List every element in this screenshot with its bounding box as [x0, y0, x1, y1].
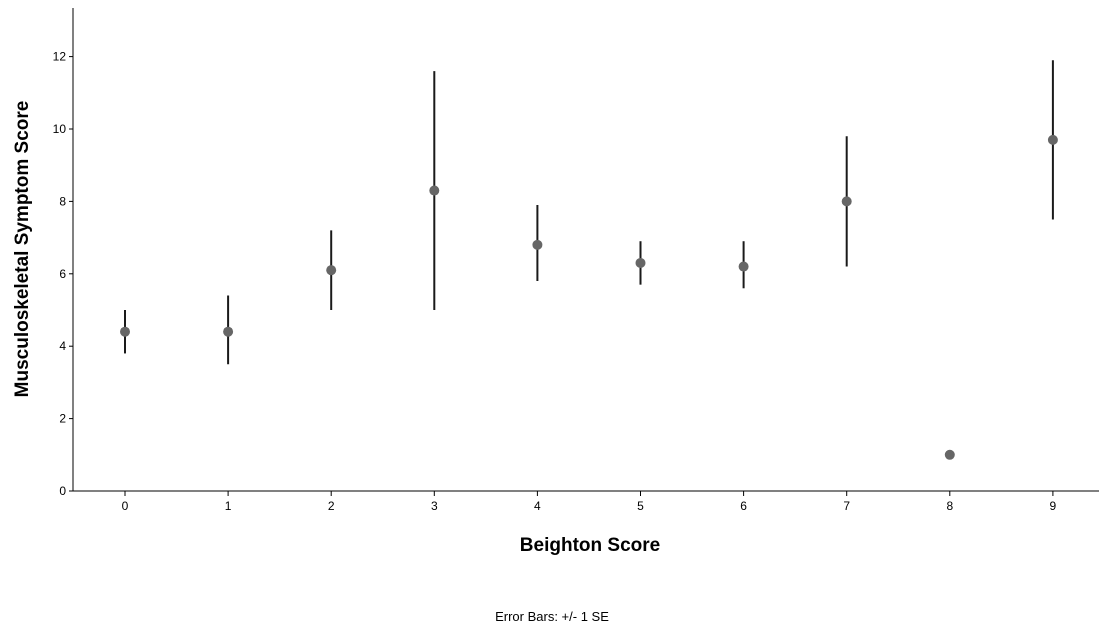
x-tick-label: 3 [431, 499, 438, 513]
data-point [223, 326, 234, 337]
data-point [738, 261, 749, 272]
y-tick-label: 4 [59, 339, 66, 353]
error-bars [124, 60, 1054, 365]
data-points [120, 134, 1058, 460]
x-tick-label: 0 [122, 499, 129, 513]
y-tick-label: 12 [53, 50, 67, 64]
y-tick-label: 8 [59, 194, 66, 208]
y-axis-title: Musculoskeletal Symptom Score [12, 101, 33, 398]
data-point [841, 196, 852, 207]
x-tick-label: 9 [1050, 499, 1057, 513]
y-tick-label: 6 [59, 267, 66, 281]
x-axis-title: Beighton Score [520, 535, 660, 556]
data-point [635, 257, 646, 268]
data-point [326, 265, 337, 276]
y-tick-label: 0 [59, 484, 66, 498]
x-tick-label: 8 [946, 499, 953, 513]
x-tick-label: 1 [225, 499, 232, 513]
error-bars-note: Error Bars: +/- 1 SE [495, 609, 609, 624]
data-point [429, 185, 440, 196]
axes [72, 8, 1099, 492]
data-point [120, 326, 130, 337]
x-tick-label: 2 [328, 499, 335, 513]
x-tick-label: 4 [534, 499, 541, 513]
x-ticks: 0 1 2 3 4 5 6 7 8 9 [122, 491, 1057, 513]
data-point [944, 449, 955, 460]
y-tick-label: 2 [59, 412, 66, 426]
y-ticks: 0 2 4 6 8 10 12 [53, 50, 73, 498]
x-tick-label: 7 [843, 499, 850, 513]
data-point [1047, 134, 1058, 145]
y-tick-label: 10 [53, 122, 67, 136]
x-tick-label: 6 [740, 499, 747, 513]
data-point [532, 239, 543, 250]
x-tick-label: 5 [637, 499, 644, 513]
